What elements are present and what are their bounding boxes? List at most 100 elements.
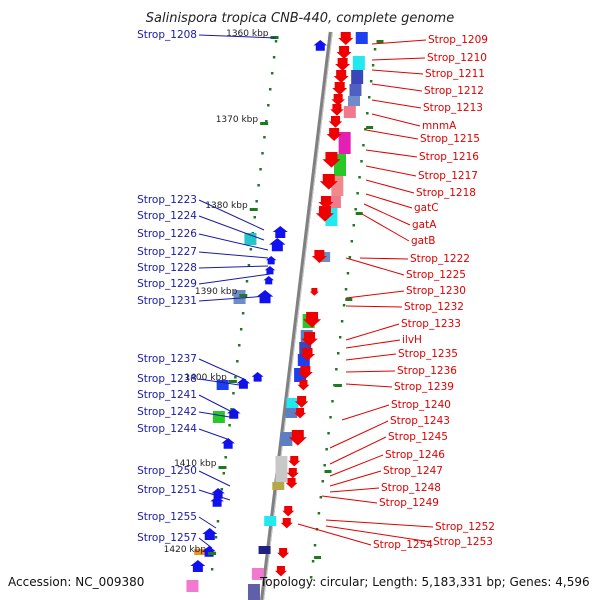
- guide-dot: [274, 40, 278, 43]
- forward-gene-arrow: [335, 58, 351, 71]
- left-gene-label: Strop_1208: [137, 29, 197, 41]
- right-gene-label: Strop_1254: [373, 539, 433, 551]
- kbp-tick-mark: [366, 126, 374, 129]
- cog-block: [352, 56, 365, 70]
- guide-dot: [216, 520, 220, 523]
- guide-dot: [323, 464, 326, 467]
- guide-dot: [253, 216, 256, 219]
- leader-line: [198, 273, 271, 285]
- guide-dot: [364, 128, 367, 131]
- left-gene-label: Strop_1228: [137, 262, 197, 274]
- cog-block: [338, 132, 351, 154]
- guide-dot: [257, 184, 260, 187]
- right-gene-label: gatC: [414, 202, 439, 214]
- guide-dot: [342, 304, 346, 307]
- guide-dot: [224, 456, 227, 459]
- guide-dot: [265, 120, 268, 123]
- leader-line: [325, 519, 434, 528]
- leader-line: [359, 257, 409, 260]
- guide-dot: [272, 56, 276, 59]
- right-gene-label: Strop_1218: [416, 187, 476, 199]
- right-gene-label: gatA: [412, 219, 437, 231]
- kbp-tick-mark: [324, 470, 332, 473]
- left-gene-label: Strop_1255: [137, 511, 197, 523]
- leader-line: [329, 436, 387, 465]
- guide-dot: [245, 280, 249, 283]
- leader-line: [198, 537, 213, 549]
- reverse-gene-arrow: [251, 372, 264, 382]
- leader-line: [345, 305, 403, 308]
- guide-dot: [239, 328, 243, 331]
- cog-block: [285, 408, 298, 418]
- cog-block: [264, 516, 277, 526]
- tick-dots: [210, 40, 377, 579]
- leader-line: [371, 113, 421, 127]
- leader-line: [365, 149, 418, 158]
- leader-line: [329, 487, 380, 493]
- leader-line: [371, 69, 424, 75]
- left-gene-label: Strop_1244: [137, 423, 197, 435]
- cog-block: [251, 568, 264, 580]
- guide-dot: [373, 48, 377, 51]
- guide-dot: [319, 496, 323, 499]
- kbp-tick-label: 1390 kbp: [195, 287, 238, 297]
- guide-dot: [340, 320, 344, 323]
- kbp-tick-mark: [314, 556, 322, 559]
- guide-dot: [367, 96, 371, 99]
- right-gene-label: Strop_1212: [424, 85, 484, 97]
- right-gene-label: Strop_1225: [406, 269, 466, 281]
- cog-block: [186, 580, 199, 592]
- left-gene-label: Strop_1229: [137, 278, 197, 290]
- cog-block: [194, 549, 207, 555]
- right-gene-labels: Strop_1209 Strop_1210 Strop_1211 Strop_1212…: [297, 34, 495, 551]
- forward-gene-arrow: [328, 116, 343, 128]
- guide-dot: [214, 536, 218, 539]
- reverse-gene-arrow: [236, 378, 251, 389]
- cog-block: [328, 196, 341, 208]
- leader-line: [329, 470, 382, 487]
- kbp-tick-mark: [376, 40, 384, 43]
- leader-line: [198, 199, 265, 231]
- cog-block: [351, 70, 364, 84]
- forward-gene-arrow: [309, 288, 319, 296]
- leader-line: [198, 394, 237, 415]
- cog-block: [348, 96, 361, 106]
- guide-dot: [327, 432, 330, 435]
- reverse-gene-arrow: [202, 528, 218, 540]
- leader-line: [345, 383, 393, 388]
- forward-gene-arrow: [332, 82, 348, 95]
- reverse-gene-arrow: [221, 438, 235, 449]
- leader-line: [345, 370, 396, 373]
- right-gene-label: Strop_1252: [435, 521, 495, 533]
- guide-dot: [230, 408, 233, 411]
- forward-gene-arrow: [315, 206, 334, 222]
- map-title: Salinispora tropica CNB-440, complete ge…: [146, 11, 454, 26]
- right-gene-label: Strop_1239: [394, 381, 454, 393]
- guide-dot: [261, 152, 264, 155]
- guide-dot: [362, 144, 365, 147]
- kbp-tick-mark: [334, 384, 342, 387]
- right-gene-label: Strop_1253: [433, 536, 493, 548]
- leader-line: [198, 470, 231, 487]
- reverse-gene-arrow: [265, 256, 277, 265]
- leader-line: [361, 213, 410, 242]
- cog-block: [258, 546, 271, 554]
- kbp-tick-label: 1420 kbp: [164, 545, 207, 555]
- right-gene-label: ilvH: [402, 334, 422, 346]
- left-gene-labels: Strop_1208 Strop_1223 Strop_1224 Strop_1226…: [137, 29, 277, 549]
- left-gene-label: Strop_1224: [137, 210, 197, 222]
- leader-line: [198, 34, 277, 39]
- leader-line: [198, 516, 217, 529]
- forward-gene-arrow: [330, 104, 344, 116]
- leader-line: [198, 428, 231, 441]
- kbp-tick-mark: [260, 122, 269, 125]
- guide-dot: [220, 488, 224, 491]
- guide-dot: [366, 112, 369, 115]
- forward-gene-arrow: [331, 94, 345, 106]
- leader-line: [371, 39, 427, 45]
- kbp-tick-mark: [355, 212, 363, 215]
- guide-dot: [270, 72, 274, 75]
- right-gene-label: Strop_1248: [381, 482, 441, 494]
- leader-line: [345, 257, 405, 276]
